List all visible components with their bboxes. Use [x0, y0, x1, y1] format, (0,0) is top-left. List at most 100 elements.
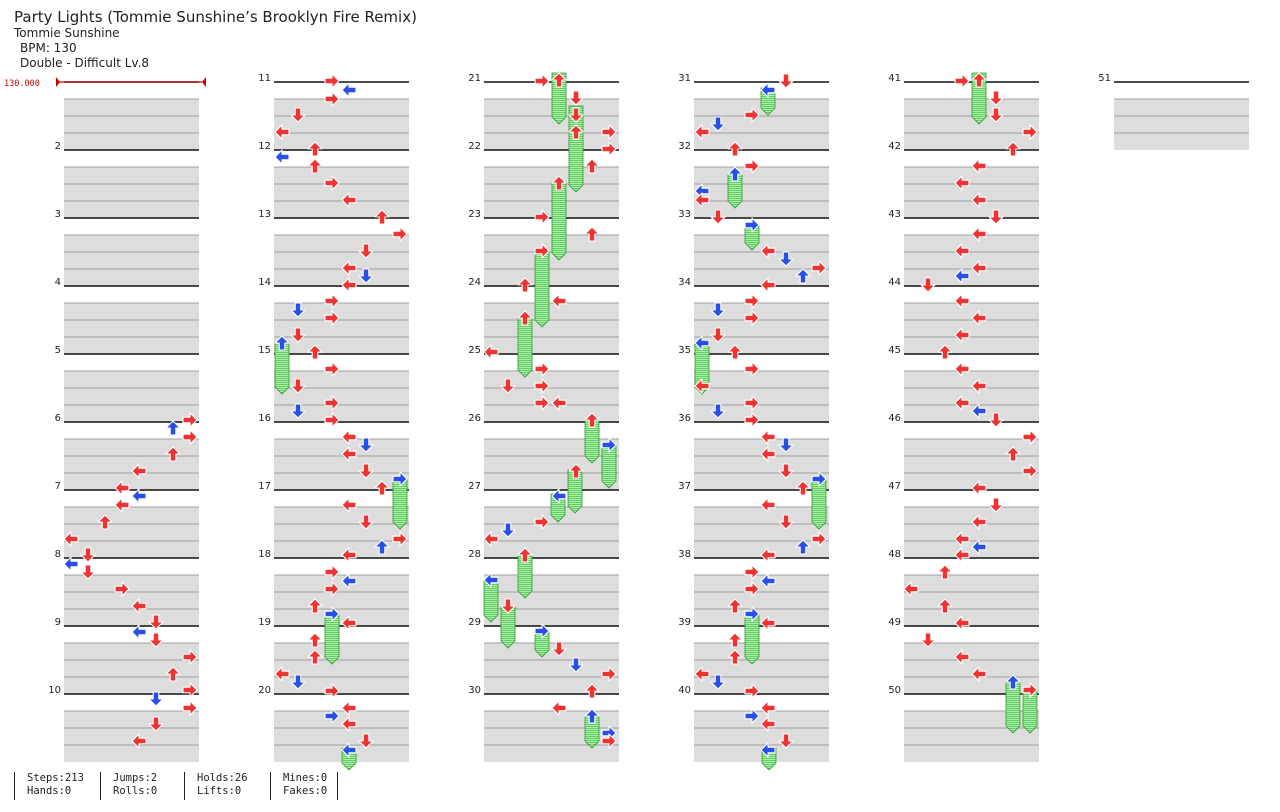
quarter-arrow-up-icon — [584, 158, 600, 174]
beat-row — [694, 439, 829, 456]
quarter-arrow-down-icon — [290, 378, 306, 394]
beat-row — [274, 184, 409, 201]
quarter-arrow-left-icon — [63, 531, 79, 547]
measure-number: 29 — [468, 617, 481, 628]
quarter-arrow-down-icon — [148, 632, 164, 648]
measure-42: 42 — [888, 141, 1039, 218]
beat-row — [274, 745, 409, 762]
quarter-arrow-left-icon — [903, 581, 919, 597]
beat-row — [694, 320, 829, 337]
quarter-arrow-up-icon — [727, 649, 743, 665]
quarter-arrow-down-icon — [290, 107, 306, 123]
beat-row — [484, 388, 619, 405]
quarter-arrow-up-icon — [584, 412, 600, 428]
quarter-arrow-left-icon — [954, 293, 970, 309]
quarter-arrow-left-icon — [694, 666, 710, 682]
beat-row — [694, 235, 829, 252]
quarter-arrow-right-icon — [601, 666, 617, 682]
beat-row — [64, 660, 199, 677]
quarter-arrow-left-icon — [971, 226, 987, 242]
quarter-arrow-left-icon — [971, 158, 987, 174]
quarter-arrow-down-icon — [148, 614, 164, 630]
beat-row — [904, 320, 1039, 337]
quarter-arrow-left-icon — [760, 700, 776, 716]
measure-48: 48 — [888, 549, 1039, 626]
beat-row — [64, 592, 199, 609]
quarter-arrow-down-icon — [551, 641, 567, 657]
eighth-arrow-up-icon — [374, 539, 390, 555]
eighth-arrow-up-icon — [795, 268, 811, 284]
quarter-arrow-right-icon — [324, 310, 340, 326]
beat-row — [484, 541, 619, 558]
quarter-arrow-down-icon — [358, 514, 374, 530]
quarter-arrow-right-icon — [534, 73, 550, 89]
quarter-arrow-left-icon — [760, 716, 776, 732]
quarter-arrow-right-icon — [324, 73, 340, 89]
beat-row — [694, 201, 829, 218]
quarter-arrow-down-icon — [988, 90, 1004, 106]
beat-row — [484, 575, 619, 592]
beat-row — [64, 167, 199, 184]
eighth-arrow-right-icon — [324, 606, 340, 622]
quarter-arrow-left-icon — [954, 327, 970, 343]
measure-number: 20 — [258, 685, 271, 696]
quarter-arrow-up-icon — [971, 72, 987, 88]
measure-15: 15 — [258, 345, 409, 422]
quarter-arrow-up-icon — [165, 446, 181, 462]
hold-note — [534, 249, 550, 328]
quarter-arrow-down-icon — [710, 327, 726, 343]
quarter-arrow-down-icon — [568, 90, 584, 106]
quarter-arrow-left-icon — [341, 547, 357, 563]
measure-5: 5 — [55, 345, 199, 422]
quarter-arrow-down-icon — [358, 463, 374, 479]
hold-note — [551, 181, 567, 261]
eighth-arrow-up-icon — [274, 335, 290, 351]
beat-row — [904, 456, 1039, 473]
measure-number: 25 — [468, 345, 481, 356]
quarter-arrow-left-icon — [971, 666, 987, 682]
quarter-arrow-left-icon — [274, 666, 290, 682]
beat-row — [694, 507, 829, 524]
beat-row — [64, 388, 199, 405]
measure-17: 17 — [258, 481, 409, 558]
quarter-arrow-down-icon — [500, 378, 516, 394]
beat-row — [64, 201, 199, 218]
beat-row — [694, 524, 829, 541]
beat-row — [274, 711, 409, 728]
measure-number: 46 — [888, 413, 901, 424]
beat-row — [484, 524, 619, 541]
quarter-arrow-left-icon — [341, 700, 357, 716]
quarter-arrow-right-icon — [1022, 124, 1038, 140]
beat-row — [1114, 116, 1249, 133]
quarter-arrow-right-icon — [811, 260, 827, 276]
hold-note — [971, 72, 987, 125]
quarter-arrow-up-icon — [307, 649, 323, 665]
beat-row — [484, 303, 619, 320]
eighth-arrow-right-icon — [744, 217, 760, 233]
measure-20: 20 — [258, 685, 409, 762]
measure-45: 45 — [888, 345, 1039, 422]
measure-number: 40 — [678, 685, 691, 696]
quarter-arrow-right-icon — [182, 649, 198, 665]
beat-row — [274, 592, 409, 609]
quarter-arrow-left-icon — [954, 395, 970, 411]
quarter-arrow-right-icon — [324, 412, 340, 428]
measure-number: 14 — [258, 277, 271, 288]
quarter-arrow-right-icon — [392, 226, 408, 242]
eighth-arrow-left-icon — [760, 573, 776, 589]
eighth-arrow-left-icon — [274, 149, 290, 165]
beat-row — [904, 337, 1039, 354]
song-header: Party Lights (Tommie Sunshine’s Brooklyn… — [14, 8, 417, 71]
measure-number: 38 — [678, 549, 691, 560]
beat-row — [694, 660, 829, 677]
beat-row — [274, 507, 409, 524]
quarter-arrow-up-icon — [517, 277, 533, 293]
quarter-arrow-left-icon — [760, 497, 776, 513]
eighth-arrow-down-icon — [290, 403, 306, 419]
eighth-arrow-right-icon — [744, 606, 760, 622]
eighth-arrow-left-icon — [760, 82, 776, 98]
quarter-arrow-up-icon — [727, 632, 743, 648]
beat-row — [64, 235, 199, 252]
quarter-arrow-left-icon — [131, 733, 147, 749]
beat-row — [484, 133, 619, 150]
